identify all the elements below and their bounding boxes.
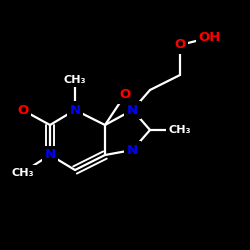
Text: O: O (174, 38, 186, 52)
Text: O: O (17, 104, 28, 117)
Text: CH₃: CH₃ (169, 125, 191, 135)
Text: N: N (44, 148, 56, 162)
Text: N: N (127, 104, 138, 117)
Text: CH₃: CH₃ (64, 75, 86, 85)
Text: O: O (120, 88, 130, 102)
Text: CH₃: CH₃ (11, 168, 34, 177)
Text: OH: OH (199, 31, 221, 44)
Text: N: N (70, 104, 80, 117)
Text: N: N (127, 144, 138, 156)
